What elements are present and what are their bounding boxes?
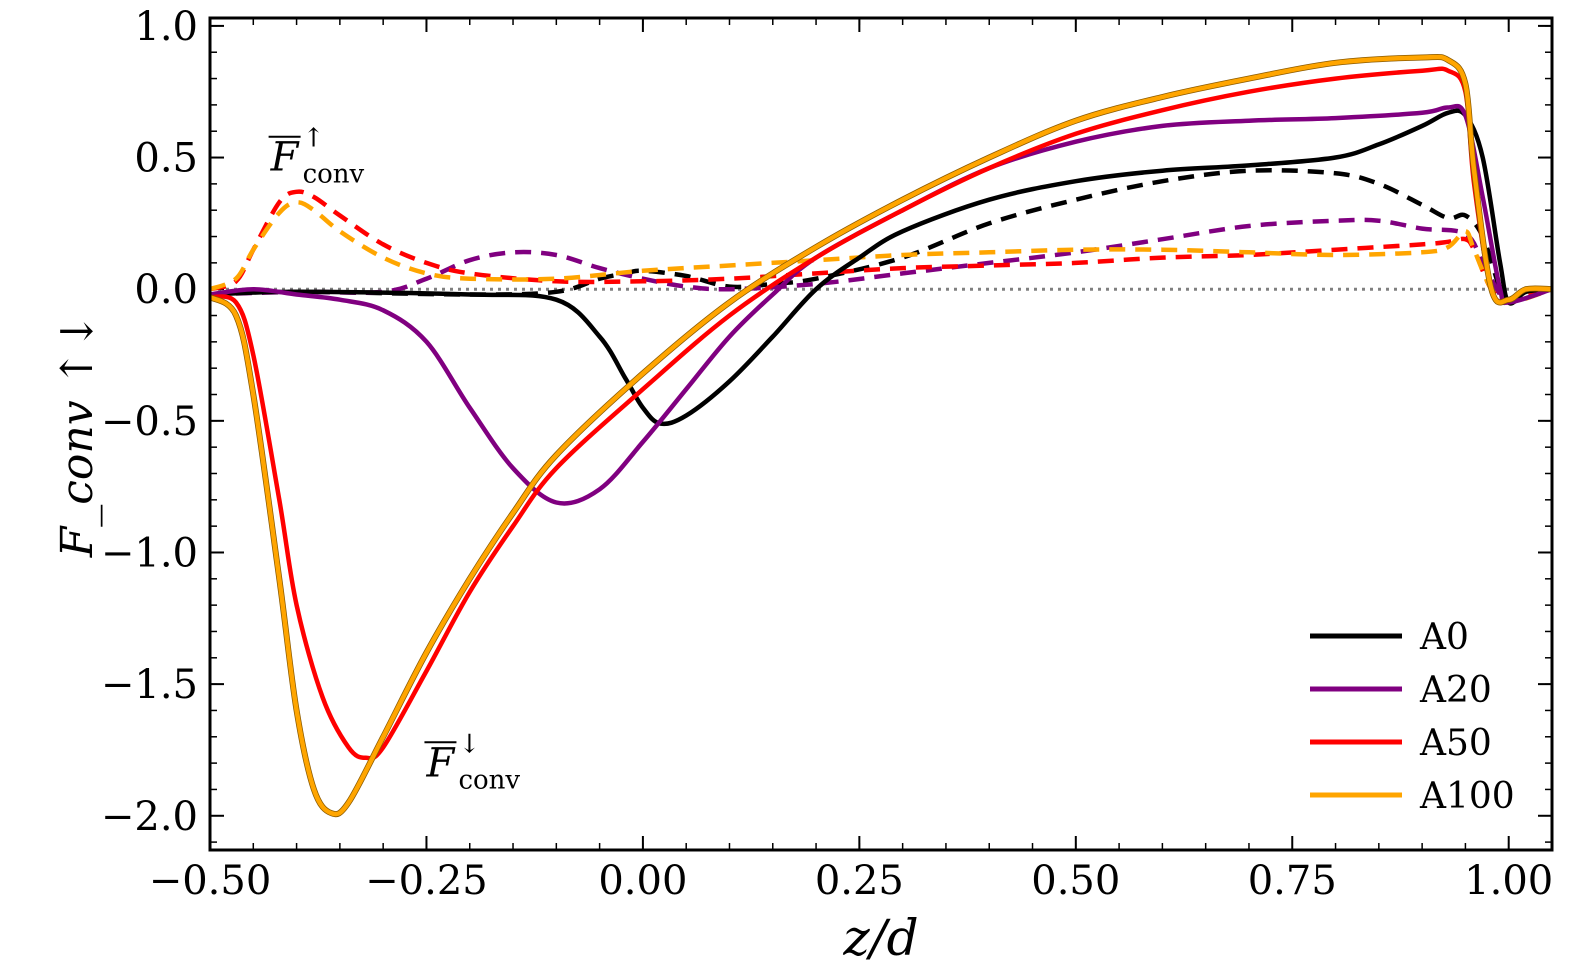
legend-label: A0	[1419, 617, 1469, 658]
legend-label: A20	[1419, 670, 1492, 711]
x-tick-label: −0.50	[149, 858, 272, 904]
legend-entry-a50: A50	[1310, 723, 1492, 764]
y-tick-label: −0.5	[101, 399, 198, 445]
x-tick-label: 0.00	[598, 858, 687, 904]
legend-label: A100	[1419, 776, 1515, 817]
annotation-flux-up: F ↑ conv	[268, 124, 365, 190]
series-a50-line	[210, 66, 1552, 761]
y-tick-label: −2.0	[101, 794, 198, 840]
y-tick-label: −1.5	[101, 662, 198, 708]
y-axis-ticks: 1.0 0.5 0.0 −0.5 −1.0 −1.5 −2.0	[101, 4, 1552, 843]
legend-entry-a0: A0	[1310, 617, 1469, 658]
y-tick-label: −1.0	[101, 530, 198, 576]
annotation-sup: ↑	[303, 124, 325, 154]
x-axis-ticks: −0.50 −0.25 0.00 0.25 0.50 0.75 1.00	[149, 18, 1553, 904]
series-a20-up-line	[210, 217, 1552, 303]
series-a0-up-line	[210, 168, 1552, 305]
y-tick-label: 1.0	[134, 4, 198, 50]
legend: A0 A20 A50 A100	[1310, 617, 1515, 817]
legend-entry-a20: A20	[1310, 670, 1492, 711]
annotation-sub: conv	[458, 765, 520, 795]
y-axis-label: F_conv ↑↓	[52, 313, 103, 559]
x-axis-label: z/d	[842, 909, 918, 967]
axis-labels: z/d F_conv ↑↓	[52, 313, 919, 967]
series-a20-line	[210, 103, 1552, 506]
annotation-base: F	[270, 135, 300, 181]
annotation-sub: conv	[303, 160, 365, 190]
legend-entry-a100: A100	[1310, 776, 1515, 817]
series-a100-up-line	[210, 200, 1552, 305]
annotation-flux-down: F ↓ conv	[424, 729, 520, 795]
y-tick-label: 0.5	[134, 136, 198, 182]
legend-label: A50	[1419, 723, 1492, 764]
series-layer	[210, 53, 1552, 818]
x-tick-label: 1.00	[1464, 858, 1553, 904]
x-tick-label: −0.25	[365, 858, 488, 904]
x-tick-label: 0.75	[1248, 858, 1337, 904]
x-tick-label: 0.50	[1031, 858, 1120, 904]
y-tick-label: 0.0	[134, 267, 198, 313]
series-a100-line	[210, 54, 1552, 817]
x-tick-label: 0.25	[815, 858, 904, 904]
annotation-sup: ↓	[458, 729, 480, 759]
plot-frame	[208, 16, 1554, 852]
annotation-base: F	[425, 740, 455, 786]
